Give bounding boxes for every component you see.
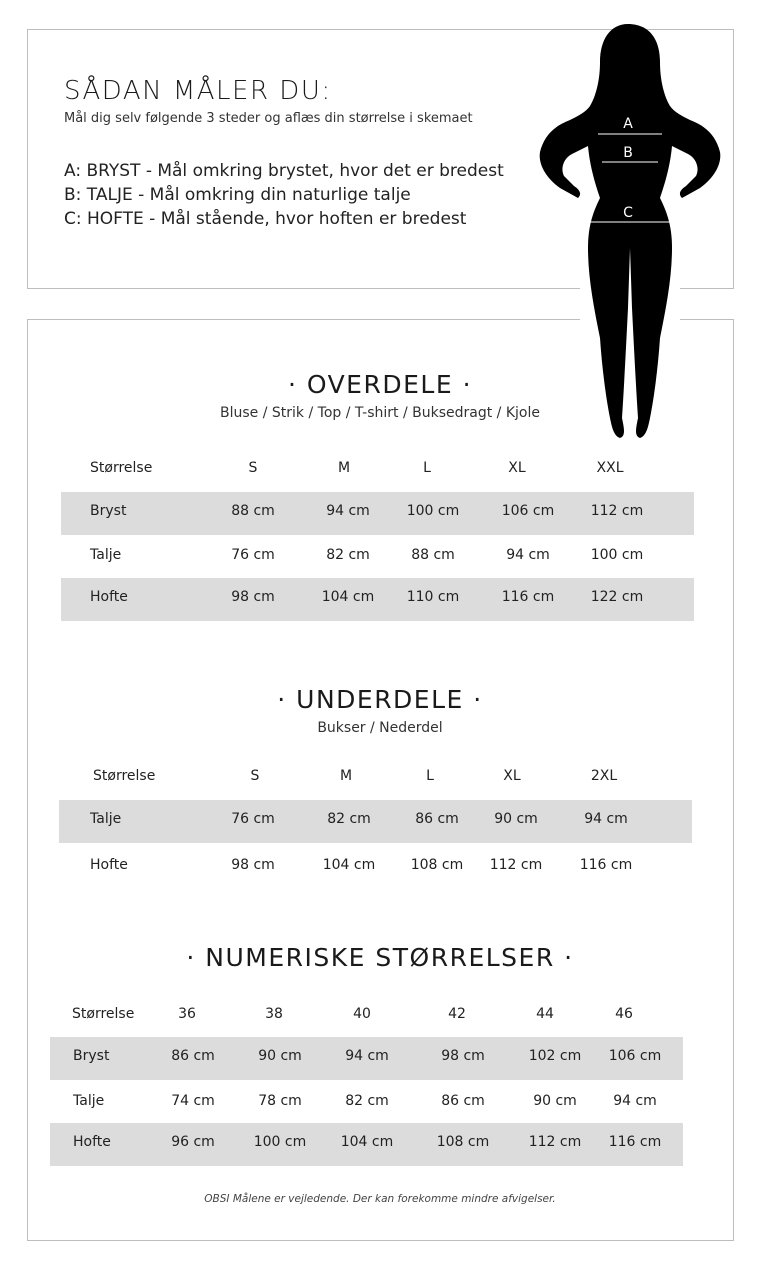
row-label: Hofte xyxy=(90,857,128,873)
row-label: Talje xyxy=(90,547,122,563)
measure-bust: A: BRYST - Mål omkring brystet, hvor det… xyxy=(64,161,504,181)
numeriske-title: · NUMERISKE STØRRELSER · xyxy=(186,943,574,972)
overdele-title: · OVERDELE · xyxy=(287,370,473,399)
table-cell: 94 cm xyxy=(506,547,550,563)
table-header-cell: Størrelse xyxy=(93,768,156,784)
table-cell: 100 cm xyxy=(253,1134,307,1150)
table-cell: 106 cm xyxy=(501,503,555,519)
table-cell: 96 cm xyxy=(171,1134,215,1150)
table-cell: 86 cm xyxy=(171,1048,215,1064)
table-header-cell: M xyxy=(339,768,353,784)
table-header-cell: L xyxy=(423,460,431,476)
table-cell: 90 cm xyxy=(258,1048,302,1064)
table-cell: 100 cm xyxy=(590,547,644,563)
body-silhouette-figure: A B C xyxy=(539,24,721,448)
table-header-cell: S xyxy=(248,460,258,476)
figure-label-a: A xyxy=(623,116,633,132)
table-header-cell: 2XL xyxy=(590,768,618,784)
table-cell: 88 cm xyxy=(411,547,455,563)
row-label: Hofte xyxy=(73,1134,111,1150)
table-cell: 94 cm xyxy=(345,1048,389,1064)
table-cell: 88 cm xyxy=(231,503,275,519)
table-cell: 78 cm xyxy=(258,1093,302,1109)
table-cell: 90 cm xyxy=(494,811,538,827)
table-cell: 100 cm xyxy=(406,503,460,519)
row-label: Talje xyxy=(73,1093,105,1109)
measure-hip: C: HOFTE - Mål stående, hvor hoften er b… xyxy=(64,209,467,229)
table-cell: 106 cm xyxy=(608,1048,662,1064)
underdele-title: · UNDERDELE · xyxy=(277,685,483,714)
table-header-cell: 44 xyxy=(536,1006,554,1022)
table-header-cell: Størrelse xyxy=(90,460,153,476)
table-header-cell: 36 xyxy=(178,1006,196,1022)
table-cell: 116 cm xyxy=(501,589,555,605)
row-label: Bryst xyxy=(90,503,127,519)
table-cell: 116 cm xyxy=(608,1134,662,1150)
measuring-guide-box xyxy=(27,29,734,289)
figure-label-b: B xyxy=(623,145,633,161)
table-cell: 112 cm xyxy=(590,503,644,519)
table-header-cell: Størrelse xyxy=(72,1006,135,1022)
table-cell: 108 cm xyxy=(436,1134,490,1150)
table-cell: 82 cm xyxy=(345,1093,389,1109)
row-label: Bryst xyxy=(73,1048,110,1064)
table-header-cell: 40 xyxy=(353,1006,371,1022)
table-cell: 116 cm xyxy=(579,857,633,873)
row-label: Hofte xyxy=(90,589,128,605)
table-cell: 82 cm xyxy=(327,811,371,827)
figure-label-c: C xyxy=(623,205,633,221)
table-header-cell: M xyxy=(337,460,351,476)
table-cell: 86 cm xyxy=(415,811,459,827)
row-label: Talje xyxy=(90,811,122,827)
table-row-band xyxy=(61,578,694,621)
table-cell: 98 cm xyxy=(231,857,275,873)
table-cell: 104 cm xyxy=(321,589,375,605)
table-header-cell: XL xyxy=(508,460,526,476)
table-cell: 76 cm xyxy=(231,547,275,563)
table-cell: 94 cm xyxy=(613,1093,657,1109)
size-tables-box xyxy=(27,319,734,1241)
table-cell: 112 cm xyxy=(489,857,543,873)
overdele-subtitle: Bluse / Strik / Top / T-shirt / Buksedra… xyxy=(220,405,540,421)
table-row-band xyxy=(61,492,694,535)
table-cell: 108 cm xyxy=(410,857,464,873)
table-cell: 104 cm xyxy=(340,1134,394,1150)
table-cell: 82 cm xyxy=(326,547,370,563)
disclaimer-note: OBSI Målene er vejledende. Der kan forek… xyxy=(204,1193,556,1205)
table-header-cell: L xyxy=(426,768,434,784)
table-cell: 74 cm xyxy=(171,1093,215,1109)
table-header-cell: 42 xyxy=(448,1006,466,1022)
underdele-subtitle: Bukser / Nederdel xyxy=(317,720,443,736)
table-cell: 110 cm xyxy=(406,589,460,605)
table-cell: 104 cm xyxy=(322,857,376,873)
table-header-cell: 46 xyxy=(615,1006,633,1022)
table-header-cell: XXL xyxy=(596,460,624,476)
table-cell: 112 cm xyxy=(528,1134,582,1150)
table-header-cell: XL xyxy=(503,768,521,784)
table-row-band xyxy=(50,1037,683,1080)
table-cell: 98 cm xyxy=(231,589,275,605)
table-cell: 122 cm xyxy=(590,589,644,605)
table-header-cell: 38 xyxy=(265,1006,283,1022)
table-cell: 90 cm xyxy=(533,1093,577,1109)
table-row-band xyxy=(50,1123,683,1166)
table-cell: 102 cm xyxy=(528,1048,582,1064)
table-cell: 86 cm xyxy=(441,1093,485,1109)
table-cell: 94 cm xyxy=(326,503,370,519)
table-cell: 76 cm xyxy=(231,811,275,827)
guide-subtitle: Mål dig selv følgende 3 steder og aflæs … xyxy=(64,111,473,126)
measure-waist: B: TALJE - Mål omkring din naturlige tal… xyxy=(64,185,411,205)
guide-title: SÅDAN MÅLER DU: xyxy=(64,76,332,106)
table-cell: 94 cm xyxy=(584,811,628,827)
table-row-band xyxy=(59,800,692,843)
table-header-cell: S xyxy=(250,768,260,784)
table-cell: 98 cm xyxy=(441,1048,485,1064)
